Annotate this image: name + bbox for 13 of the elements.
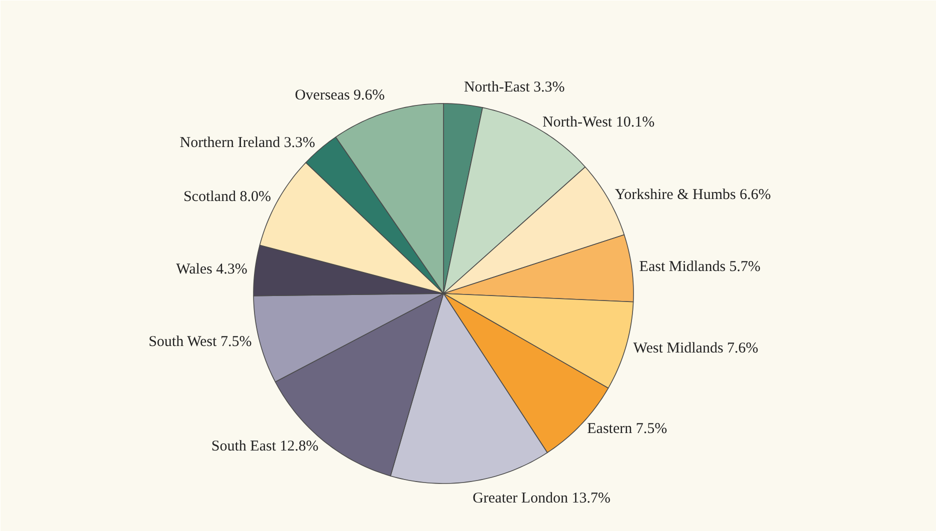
slice-label: Eastern 7.5% bbox=[587, 421, 668, 438]
slice-label: South East 12.8% bbox=[211, 438, 319, 455]
slice-label: North-East 3.3% bbox=[464, 79, 565, 96]
slice-label: Scotland 8.0% bbox=[183, 189, 271, 206]
slice-label: Northern Ireland 3.3% bbox=[180, 135, 316, 152]
slice-label: Overseas 9.6% bbox=[294, 87, 385, 104]
slice-label: East Midlands 5.7% bbox=[639, 258, 761, 275]
slice-label: Wales 4.3% bbox=[176, 261, 248, 278]
slice-label: South West 7.5% bbox=[148, 334, 252, 350]
slice-label: North-West 10.1% bbox=[542, 114, 655, 130]
slice-label: Greater London 13.7% bbox=[472, 490, 610, 506]
slice-label: Yorkshire & Humbs 6.6% bbox=[614, 187, 771, 204]
slice-label: West Midlands 7.6% bbox=[633, 340, 758, 357]
